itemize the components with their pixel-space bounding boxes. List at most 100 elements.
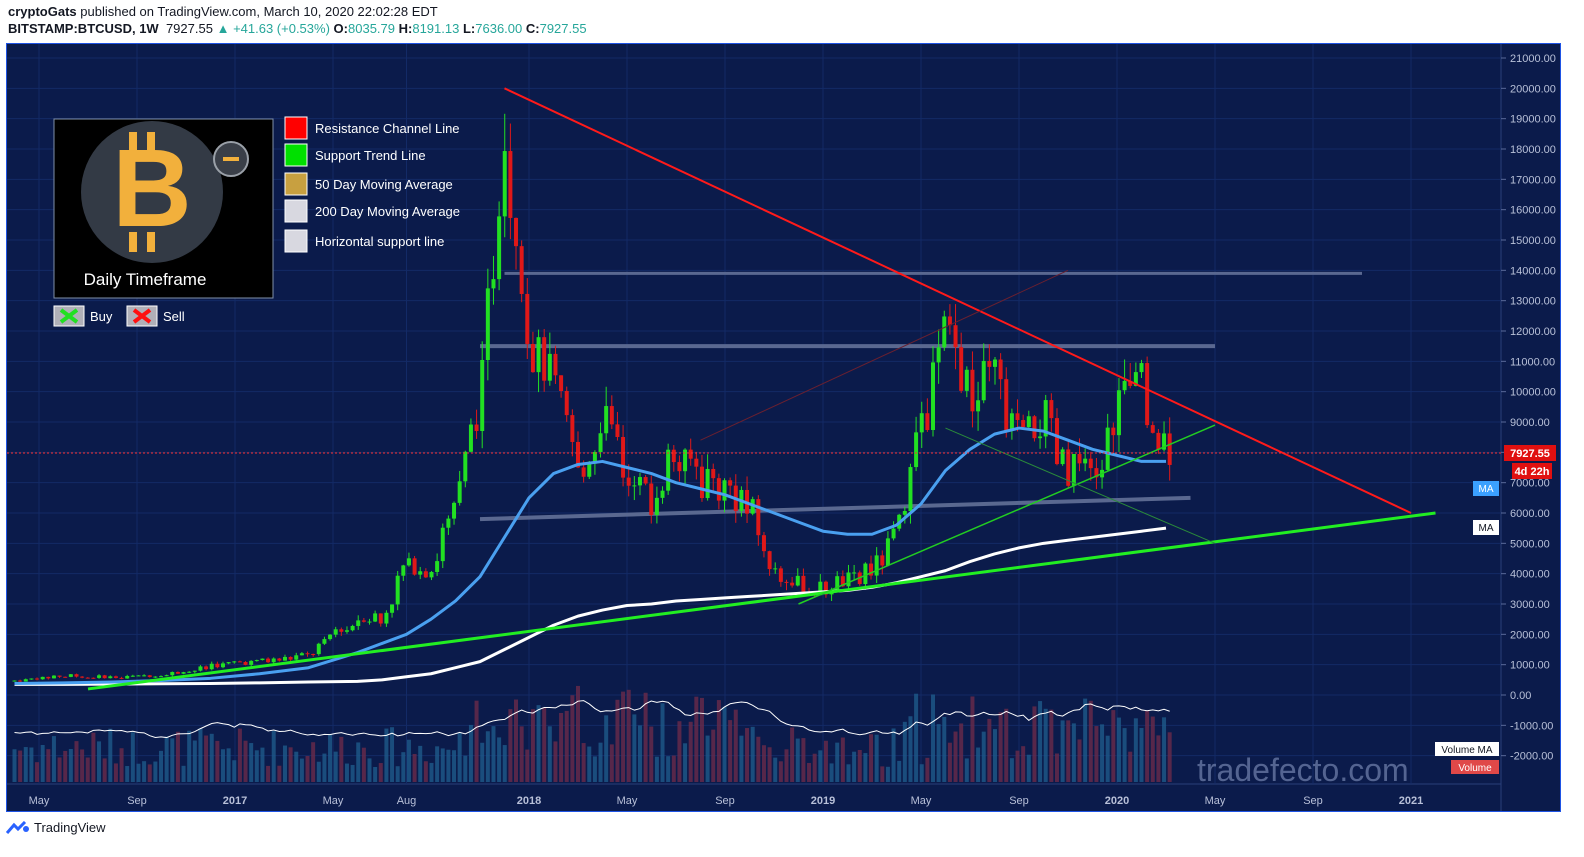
volume-bar xyxy=(497,737,502,782)
volume-bar xyxy=(1021,746,1026,782)
candle-body xyxy=(226,662,231,664)
candle-body xyxy=(102,675,107,679)
volume-bar xyxy=(457,732,462,782)
candle-body xyxy=(547,353,552,381)
volume-bar xyxy=(716,700,721,782)
author[interactable]: cryptoGats xyxy=(8,4,77,19)
candle-body xyxy=(204,666,209,670)
volume-bar xyxy=(74,741,79,782)
candle-body xyxy=(919,413,924,433)
candle-body xyxy=(113,676,118,678)
tradingview-logo-icon[interactable] xyxy=(6,820,30,835)
volume-bar xyxy=(102,758,107,782)
y-tick-label: 4000.00 xyxy=(1510,569,1550,581)
candle-body xyxy=(187,671,192,673)
candle-body xyxy=(1009,413,1014,431)
volume-bar xyxy=(175,731,180,782)
volume-bar xyxy=(756,736,761,782)
candle-body xyxy=(294,655,299,660)
candle-body xyxy=(429,571,434,578)
candle-body xyxy=(666,449,671,491)
volume-bar xyxy=(615,699,620,782)
candle-body xyxy=(63,676,68,678)
volume-bar xyxy=(502,745,507,782)
y-tick-label: 14000.00 xyxy=(1510,265,1556,277)
candle-body xyxy=(181,672,186,674)
volume-bar xyxy=(232,760,237,782)
candle-body xyxy=(981,360,986,401)
volume-bar xyxy=(1071,723,1076,782)
ma50-line xyxy=(14,426,1166,685)
chart-area[interactable]: 21000.00 20000.00 19000.00 18000.00 17000.00… xyxy=(6,43,1561,812)
volume-bar xyxy=(812,753,817,782)
candle-body xyxy=(756,499,761,536)
footer-brand[interactable]: TradingView xyxy=(34,820,106,835)
candle-body xyxy=(367,621,372,623)
y-tick-label: 16000.00 xyxy=(1510,205,1556,217)
volume-bar xyxy=(1060,720,1065,782)
candle-body xyxy=(908,467,913,512)
x-tick-label: Sep xyxy=(715,795,735,807)
volume-bar xyxy=(739,735,744,782)
volume-bar xyxy=(57,757,62,782)
o-label: O: xyxy=(333,21,348,36)
candle-body xyxy=(925,413,930,430)
candle-body xyxy=(643,477,648,484)
volume-bar xyxy=(536,705,541,782)
volume-bar xyxy=(271,730,276,782)
candle-body xyxy=(192,670,197,672)
volume-bar xyxy=(869,734,874,782)
y-tick-label: 11000.00 xyxy=(1510,356,1555,368)
volume-bar xyxy=(829,763,834,782)
candle-body xyxy=(299,653,304,656)
volume-bar xyxy=(998,712,1003,782)
candle-body xyxy=(1133,372,1138,386)
volume-bar xyxy=(677,721,682,782)
volume-bar xyxy=(288,747,293,782)
sell-label: Sell xyxy=(163,309,185,324)
candle-body xyxy=(232,661,237,663)
volume-bar xyxy=(1100,724,1105,782)
volume-bar xyxy=(564,710,569,782)
volume-bar xyxy=(592,756,597,782)
chart-svg[interactable]: 21000.00 20000.00 19000.00 18000.00 17000.00… xyxy=(7,44,1560,811)
volume-bar xyxy=(987,718,992,782)
candle-body xyxy=(80,676,85,678)
candle-body xyxy=(761,535,766,552)
candle-body xyxy=(801,575,806,592)
legend-swatch xyxy=(284,143,308,167)
candle-body xyxy=(237,661,242,663)
candle-body xyxy=(654,497,659,516)
volume-bar xyxy=(237,728,242,782)
minus-circle-icon[interactable] xyxy=(213,141,249,177)
candle-body xyxy=(626,477,631,486)
volume-bar xyxy=(1009,758,1014,782)
candle-body xyxy=(305,653,310,655)
candle-body xyxy=(401,565,406,576)
volume-bar xyxy=(480,742,485,782)
candle-body xyxy=(936,347,941,363)
up-arrow-icon: ▲ xyxy=(216,21,230,36)
volume-bar xyxy=(778,761,783,782)
publish-info: cryptoGats published on TradingView.com,… xyxy=(8,4,438,19)
volume-ma-tag-text: Volume MA xyxy=(1441,745,1492,756)
volume-bar xyxy=(773,757,778,782)
candle-body xyxy=(688,449,693,459)
candle-body xyxy=(587,463,592,477)
volume-bar xyxy=(621,691,626,782)
ma200-line xyxy=(14,526,1167,686)
candle-body xyxy=(722,480,727,501)
countdown-tag xyxy=(1512,463,1552,479)
volume-bar xyxy=(688,721,693,782)
candle-body xyxy=(863,563,868,585)
y-tick-label: 9000.00 xyxy=(1510,417,1550,429)
candle-body xyxy=(344,630,349,632)
candle-body xyxy=(835,576,840,593)
y-tick-label: 18000.00 xyxy=(1510,144,1556,156)
candle-body xyxy=(333,629,338,635)
volume-bar xyxy=(429,762,434,782)
volume-bar xyxy=(666,756,671,782)
volume-bar xyxy=(384,728,389,782)
support-trend-line-short xyxy=(798,424,1216,605)
buy-label: Buy xyxy=(90,309,113,324)
